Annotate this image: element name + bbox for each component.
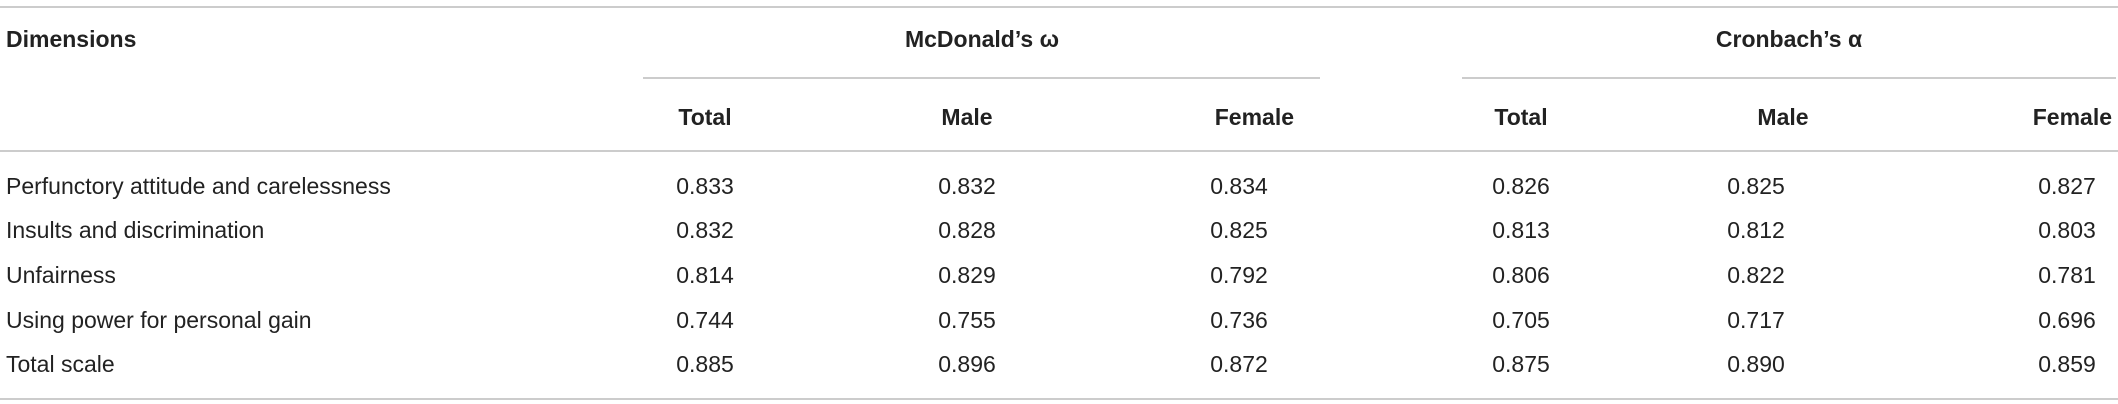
cell-value: 0.705: [1492, 307, 1550, 333]
column-header: Total: [678, 104, 731, 130]
header-dimensions: Dimensions: [6, 26, 136, 52]
cell-value: 0.834: [1210, 173, 1268, 199]
cell-value: 0.781: [2038, 262, 2096, 288]
row-label: Perfunctory attitude and carelessness: [6, 173, 391, 199]
cell-value: 0.755: [938, 307, 996, 333]
cell-value: 0.826: [1492, 173, 1550, 199]
cell-value: 0.829: [938, 262, 996, 288]
cell-value: 0.812: [1727, 217, 1785, 243]
cell-value: 0.814: [676, 262, 734, 288]
cell-value: 0.872: [1210, 351, 1268, 377]
cell-value: 0.806: [1492, 262, 1550, 288]
row-label: Using power for personal gain: [6, 307, 312, 333]
cell-value: 0.885: [676, 351, 734, 377]
group-header: McDonald’s ω: [905, 26, 1059, 52]
cell-value: 0.896: [938, 351, 996, 377]
cell-value: 0.825: [1727, 173, 1785, 199]
column-header: Male: [1757, 104, 1808, 130]
column-header: Female: [1215, 104, 1294, 130]
column-header: Female: [2033, 104, 2112, 130]
column-header: Male: [941, 104, 992, 130]
row-label: Total scale: [6, 351, 115, 377]
cell-value: 0.833: [676, 173, 734, 199]
cell-value: 0.717: [1727, 307, 1785, 333]
cell-value: 0.736: [1210, 307, 1268, 333]
cell-value: 0.832: [938, 173, 996, 199]
row-label: Insults and discrimination: [6, 217, 264, 243]
cell-value: 0.832: [676, 217, 734, 243]
row-label: Unfairness: [6, 262, 116, 288]
cell-value: 0.859: [2038, 351, 2096, 377]
group-header: Cronbach’s α: [1716, 26, 1862, 52]
cell-value: 0.696: [2038, 307, 2096, 333]
cell-value: 0.875: [1492, 351, 1550, 377]
cell-value: 0.792: [1210, 262, 1268, 288]
cell-value: 0.828: [938, 217, 996, 243]
cell-value: 0.827: [2038, 173, 2096, 199]
cell-value: 0.813: [1492, 217, 1550, 243]
cell-value: 0.890: [1727, 351, 1785, 377]
cell-value: 0.803: [2038, 217, 2096, 243]
cell-value: 0.822: [1727, 262, 1785, 288]
column-header: Total: [1494, 104, 1547, 130]
cell-value: 0.744: [676, 307, 734, 333]
cell-value: 0.825: [1210, 217, 1268, 243]
